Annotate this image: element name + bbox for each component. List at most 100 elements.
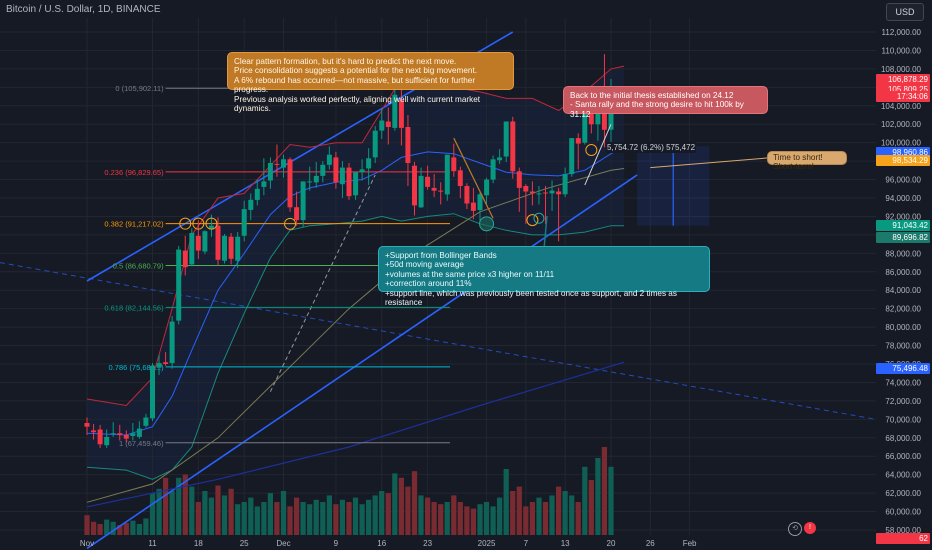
- support-note[interactable]: +Support from Bollinger Bands +50d movin…: [378, 246, 710, 307]
- candle-body: [97, 429, 103, 445]
- currency-button[interactable]: USD: [886, 3, 924, 21]
- support-touch-circle: [533, 212, 545, 224]
- volume-bar: [529, 502, 535, 535]
- volume-bar: [542, 502, 549, 535]
- candle-body: [326, 154, 332, 165]
- volume-bar: [117, 525, 123, 535]
- volume-bar: [215, 485, 221, 535]
- volume-bar: [536, 497, 542, 535]
- candle-body: [457, 170, 463, 186]
- price-tag: 89,696.82: [876, 232, 930, 244]
- volume-bar: [575, 502, 581, 535]
- volume-bar: [182, 474, 188, 535]
- volume-bar: [156, 488, 162, 535]
- volume-bar: [333, 504, 339, 535]
- price-tag: 62: [876, 532, 930, 544]
- volume-bar: [339, 499, 345, 535]
- volume-bar: [267, 493, 273, 535]
- candle-body: [287, 159, 293, 208]
- pattern-note[interactable]: Clear pattern formation, but it's hard t…: [227, 52, 514, 113]
- candle-body: [366, 158, 372, 169]
- volume-bar: [202, 491, 208, 535]
- thesis-note[interactable]: Back to the initial thesis established o…: [563, 86, 768, 119]
- candle-body: [84, 423, 90, 427]
- candle-body: [222, 235, 227, 261]
- candle-body: [215, 225, 221, 260]
- price-axis-label: 60,000.00: [885, 508, 921, 517]
- candle-body: [516, 171, 522, 188]
- volume-bar: [130, 520, 136, 535]
- volume-bar: [431, 502, 437, 535]
- candle-body: [346, 167, 352, 197]
- candle-body: [385, 121, 391, 127]
- candle-body: [431, 187, 437, 191]
- marker-circle: [205, 217, 218, 230]
- volume-bar: [189, 486, 195, 535]
- candle-body: [248, 199, 254, 210]
- candle-body: [562, 174, 568, 195]
- volume-bar: [470, 508, 476, 535]
- price-tag: 91,043.42: [876, 219, 930, 231]
- price-axis-label: 66,000.00: [885, 452, 921, 461]
- candle-body: [110, 433, 116, 435]
- candle-body: [307, 181, 313, 183]
- projection-line: [269, 174, 376, 392]
- channel-mid-line: [0, 262, 877, 420]
- news-icon[interactable]: !: [804, 522, 816, 534]
- volume-bar: [143, 518, 149, 535]
- candle-body: [130, 433, 136, 436]
- volume-bar: [176, 477, 182, 535]
- price-axis-label: 86,000.00: [885, 268, 921, 277]
- time-axis-label: 11: [148, 539, 157, 548]
- price-axis-label: 72,000.00: [885, 397, 921, 406]
- candle-body: [477, 194, 483, 210]
- price-axis-label: 70,000.00: [885, 415, 921, 424]
- volume-bar: [104, 519, 110, 535]
- time-axis-label: 20: [607, 539, 616, 548]
- candle-body: [582, 104, 588, 143]
- time-axis-label: Dec: [276, 539, 290, 548]
- volume-bar: [438, 504, 444, 535]
- volume-bar: [601, 447, 607, 535]
- candle-body: [372, 130, 378, 158]
- short-note[interactable]: Time to short! Short-term!: [767, 151, 847, 171]
- event-icon[interactable]: ⟲: [788, 522, 802, 536]
- volume-bar: [477, 504, 483, 535]
- volume-bar: [444, 502, 450, 535]
- volume-bar: [359, 504, 365, 535]
- volume-bar: [503, 469, 509, 535]
- volume-bar: [418, 495, 424, 535]
- candle-body: [117, 433, 123, 435]
- candle-body: [569, 138, 575, 175]
- time-axis-label: 26: [646, 539, 655, 548]
- candle-body: [549, 190, 555, 194]
- volume-bar: [300, 502, 306, 535]
- candle-body: [601, 101, 607, 130]
- price-axis-label: 102,000.00: [881, 120, 922, 129]
- volume-bar: [254, 506, 260, 535]
- price-axis-label: 88,000.00: [885, 249, 921, 258]
- price-tag: 105,809.25: [876, 83, 930, 95]
- support-touch-circle: [479, 216, 495, 232]
- volume-bar: [346, 502, 352, 535]
- candle-body: [510, 121, 516, 172]
- measure-label: 5,754.72 (6.2%) 575,472: [606, 142, 696, 153]
- volume-bar: [235, 504, 241, 535]
- marker-circle: [192, 217, 205, 230]
- time-axis-label: 18: [194, 539, 203, 548]
- candle-body: [313, 175, 319, 183]
- marker-circle: [179, 217, 192, 230]
- bollinger-lower-line: [86, 213, 625, 480]
- note-pointer: [453, 137, 494, 219]
- candle-body: [195, 235, 201, 251]
- price-axis-label: 92,000.00: [885, 212, 921, 221]
- volume-bar: [352, 497, 359, 535]
- candle-body: [339, 167, 345, 185]
- price-axis-label: 84,000.00: [885, 286, 921, 295]
- volume-bar: [280, 491, 287, 535]
- candle-body: [281, 159, 286, 168]
- volume-bar: [497, 497, 503, 535]
- candle-body: [169, 321, 175, 364]
- candle-body: [470, 202, 476, 211]
